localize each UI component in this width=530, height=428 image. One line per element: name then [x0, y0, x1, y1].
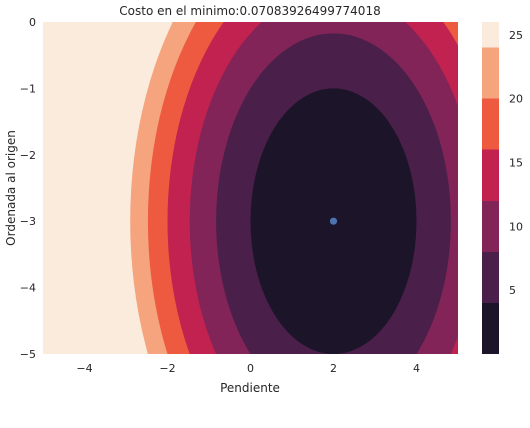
y-tick-label: −2 [20, 149, 36, 162]
y-tick-label: −4 [20, 282, 36, 295]
x-axis-label: Pendiente [220, 381, 280, 395]
y-tick-label: 0 [29, 16, 36, 29]
y-axis-ticks: 0 −1 −2 −3 −4 −5 [20, 16, 36, 361]
minimum-point [329, 217, 338, 225]
x-tick-label: 4 [413, 362, 420, 375]
colorbar-ticks: 5 10 15 20 25 [509, 29, 523, 297]
colorbar-tick-label: 10 [509, 220, 523, 233]
plot-area [43, 22, 458, 354]
y-axis-label: Ordenada al origen [4, 130, 18, 246]
colorbar-tick-label: 5 [509, 284, 516, 297]
x-tick-label: −2 [159, 362, 175, 375]
colorbar [482, 22, 499, 354]
x-tick-label: −4 [76, 362, 92, 375]
y-tick-label: −3 [20, 215, 36, 228]
colorbar-tick-label: 25 [509, 29, 523, 42]
y-tick-label: −5 [20, 348, 36, 361]
y-tick-label: −1 [20, 82, 36, 95]
x-tick-label: 2 [330, 362, 337, 375]
colorbar-tick-label: 15 [509, 156, 523, 169]
chart-title: Costo en el minimo:0.07083926499774018 [119, 4, 380, 18]
x-tick-label: 0 [247, 362, 254, 375]
x-axis-ticks: −4 −2 0 2 4 [76, 362, 420, 375]
colorbar-tick-label: 20 [509, 93, 523, 106]
